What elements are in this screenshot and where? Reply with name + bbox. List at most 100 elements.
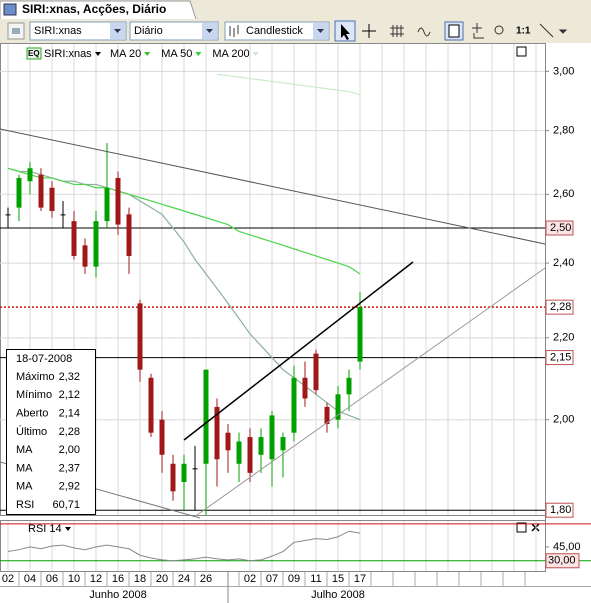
grid-button[interactable] (390, 25, 404, 37)
rsi-panel (0, 520, 546, 572)
candle-body (247, 437, 253, 473)
x-tick-label: 20 (156, 573, 168, 585)
trend-line (196, 267, 546, 516)
x-tick-label: 09 (288, 573, 300, 585)
symbol-combo[interactable] (29, 21, 127, 41)
candle-body (357, 307, 363, 362)
dropdown-arrow (195, 52, 202, 56)
dropdown-arrow (144, 52, 151, 56)
candle-body (27, 168, 33, 182)
level-label-box (545, 553, 580, 569)
indicator-button[interactable] (417, 27, 431, 37)
symbol-combo-text: SIRI:xnas (34, 25, 82, 37)
candle-body (203, 369, 209, 464)
info-label: Último (16, 425, 47, 438)
x-tick-label: 24 (178, 573, 190, 585)
candle-body (93, 221, 99, 267)
candle-body (170, 463, 176, 492)
moving-average (7, 167, 361, 275)
legend: EQ SIRI:xnas MA 20 MA 50 MA 200 (26, 47, 259, 60)
icon (448, 24, 460, 38)
legend-entry[interactable]: MA 50 (161, 48, 192, 60)
dropdown-arrow (252, 52, 259, 56)
candle-body (104, 187, 110, 222)
month-label: Julho 2008 (311, 589, 365, 601)
maximize-button[interactable] (516, 46, 527, 57)
level-label: 2,50 (550, 222, 571, 234)
icon (206, 29, 213, 33)
x-tick-label: 12 (90, 573, 102, 585)
y-tick-label: 2,80 (553, 125, 574, 137)
y-tick-label: 3,00 (553, 65, 574, 77)
candle-body (269, 415, 275, 460)
candle-body (192, 468, 198, 470)
candle-body (16, 177, 22, 208)
info-box: 18-07-2008 Máximo 2,32 Mínimo 2,12 Aberto 2,14… (6, 349, 96, 515)
candle-body (335, 394, 341, 420)
candle-body (137, 303, 143, 370)
zoom-in-button[interactable] (472, 23, 484, 39)
x-tick-label: 06 (46, 573, 58, 585)
level-label: 2,15 (550, 351, 571, 363)
zoom-button[interactable] (494, 25, 504, 35)
moving-average (7, 167, 361, 421)
y-tick-label: 2,60 (553, 188, 574, 200)
info-box-frame (6, 349, 96, 515)
x-tick-label: 02 (244, 573, 256, 585)
window-title: SIRI:xnas, Acções, Diário (22, 2, 166, 16)
icon (114, 29, 121, 33)
info-label: Máximo (16, 371, 55, 383)
zoom-ratio[interactable]: 1:1 (516, 26, 531, 37)
legend-entry[interactable]: MA 20 (110, 48, 141, 60)
x-tick-label: 04 (24, 573, 36, 585)
level-label-box (545, 220, 574, 236)
candle-body (115, 177, 121, 225)
line-tool-button[interactable] (539, 23, 568, 38)
info-value: 60,71 (52, 499, 80, 511)
x-tick-label: 10 (68, 573, 80, 585)
candle-body (302, 377, 308, 399)
info-value: 2,00 (59, 444, 80, 456)
candle-body (49, 187, 55, 211)
info-value: 2,37 (59, 462, 80, 474)
candle-body (38, 174, 44, 208)
icon (317, 29, 324, 33)
style-combo[interactable] (224, 21, 330, 41)
x-tick-label: 07 (266, 573, 278, 585)
icon (12, 28, 20, 34)
candle-body (324, 406, 330, 425)
y-tick-label: 45,00 (553, 541, 581, 553)
rsi-title[interactable]: RSI 14 (28, 523, 62, 535)
period-combo[interactable] (129, 21, 219, 41)
candle-body (82, 245, 88, 267)
period-combo-text: Diário (134, 25, 163, 37)
candle-body (214, 406, 220, 460)
x-tick-label: 02 (2, 573, 14, 585)
candle-body (5, 214, 11, 216)
legend-badge: EQ (28, 49, 40, 58)
info-label: MA (16, 481, 33, 493)
trend-line (0, 128, 546, 245)
candle-body (71, 221, 77, 256)
candle-body (280, 437, 286, 451)
x-tick-label: 17 (354, 573, 366, 585)
maximize-button[interactable] (516, 522, 527, 533)
dropdown-arrow (95, 52, 101, 56)
info-value: 2,12 (59, 389, 80, 401)
title-tab (0, 0, 197, 20)
candle-body (159, 419, 165, 455)
candle-body (181, 463, 187, 483)
candle-body (126, 214, 132, 256)
level-label-box (545, 299, 574, 315)
x-tick-label: 11 (310, 573, 321, 585)
trend-line (183, 261, 414, 441)
crosshair-button[interactable] (362, 24, 376, 38)
legend-entry[interactable]: SIRI:xnas (44, 48, 92, 60)
info-value: 2,32 (59, 371, 80, 383)
month-label: Junho 2008 (89, 589, 147, 601)
info-label: Aberto (16, 408, 48, 420)
candle-body (236, 441, 242, 464)
window-icon (3, 3, 17, 16)
info-label: MA (16, 462, 33, 474)
legend-entry[interactable]: MA 200 (212, 48, 249, 60)
